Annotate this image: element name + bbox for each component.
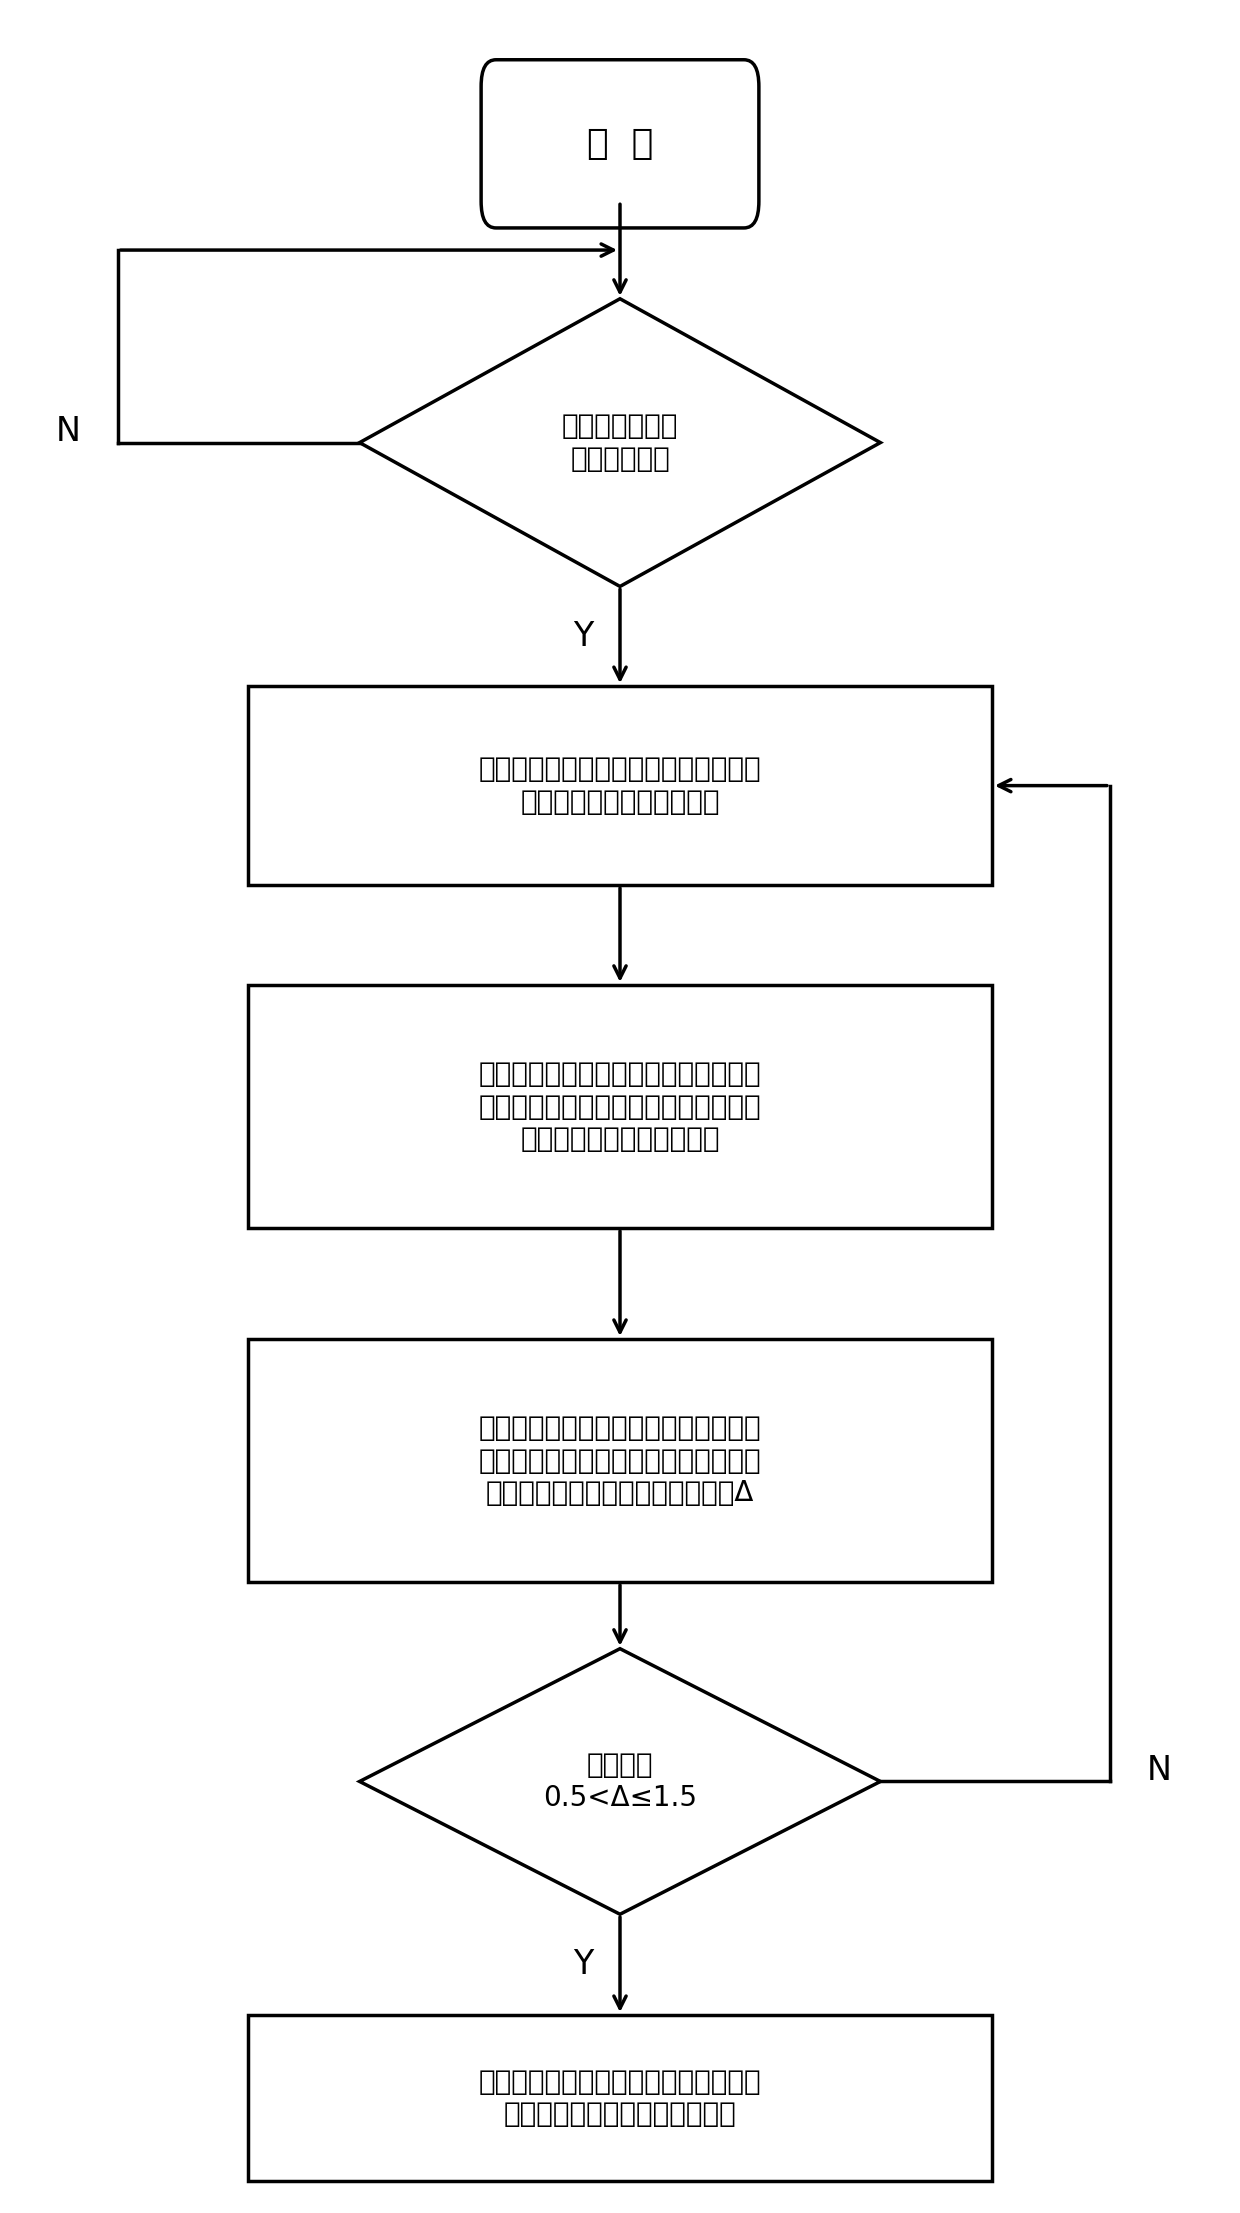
Text: 单片机控制模块输出控制指令控制电子
阀门关闭，停止向盛水器内注水: 单片机控制模块输出控制指令控制电子 阀门关闭，停止向盛水器内注水 <box>479 2067 761 2129</box>
Text: Y: Y <box>573 1947 593 1981</box>
Text: 出水口下方是否
放置有盛水器: 出水口下方是否 放置有盛水器 <box>562 412 678 474</box>
Text: 摄像头对位于出水口下方的盛水器的外
形进行采集，生成图像数据: 摄像头对位于出水口下方的盛水器的外 形进行采集，生成图像数据 <box>479 755 761 817</box>
Text: N: N <box>56 416 81 447</box>
Text: Y: Y <box>573 620 593 653</box>
Bar <box>248 985 992 1228</box>
Text: N: N <box>1147 1755 1172 1786</box>
Text: 开  始: 开 始 <box>587 126 653 162</box>
Bar <box>248 2014 992 2182</box>
Bar <box>248 686 992 885</box>
Text: 是否满足
0.5<Δ≤1.5: 是否满足 0.5<Δ≤1.5 <box>543 1750 697 1812</box>
FancyBboxPatch shape <box>481 60 759 228</box>
Polygon shape <box>360 1649 880 1914</box>
Bar <box>248 1339 992 1582</box>
Polygon shape <box>360 299 880 586</box>
Text: 单片机控制模块输出控制指令控制电子
阀门打开，向盛水器内注水，摄像头持
续采集盛水器内的水位情况: 单片机控制模块输出控制指令控制电子 阀门打开，向盛水器内注水，摄像头持 续采集盛… <box>479 1060 761 1153</box>
Text: 单片机控制模块或云端将接收到的水位
数据进行处理，将存储的盛水器的盛水
量与水位数据进行作差，获得差値Δ: 单片机控制模块或云端将接收到的水位 数据进行处理，将存储的盛水器的盛水 量与水位… <box>479 1414 761 1507</box>
